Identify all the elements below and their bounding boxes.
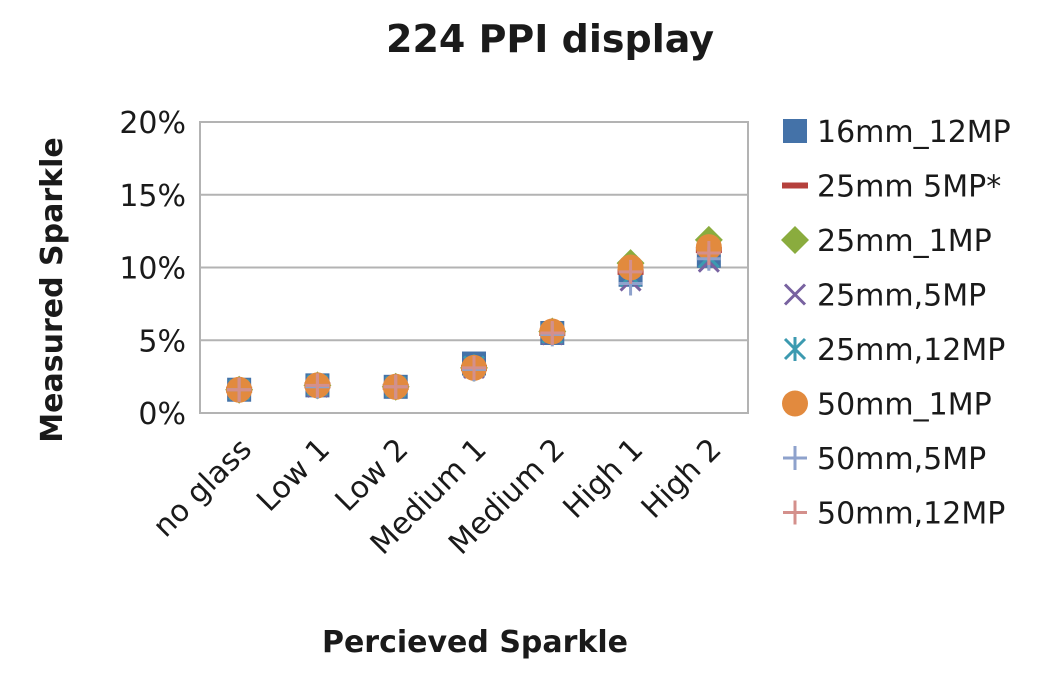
data-point [540,320,565,345]
legend-label: 25mm,12MP [817,333,1005,368]
legend-marker [781,226,809,254]
legend-label: 16mm_12MP [817,115,1011,150]
legend: 16mm_12MP 25mm 5MP* 25mm_1MP 25mm,5MP 25mm,1… [781,115,1011,532]
legend-marker [782,390,808,417]
legend-label: 25mm_1MP [817,224,992,259]
y-tick-label: 15% [119,179,186,214]
legend-marker [783,283,807,306]
legend-label: 50mm,5MP [817,442,986,477]
data-points [225,225,723,404]
data-point [227,377,252,402]
legend-marker [783,446,807,470]
data-point [305,373,330,398]
legend-marker [783,119,807,143]
legend-marker [783,500,807,525]
legend-label: 50mm,12MP [817,497,1005,532]
x-tick-label: no glass [146,432,258,544]
legend-marker [783,337,807,361]
legend-label: 25mm 5MP* [817,170,1001,205]
y-axis-ticks: 0% 5% 10% 15% 20% [119,106,186,432]
legend-marker [782,182,808,189]
legend-label: 25mm,5MP [817,279,986,314]
y-tick-label: 10% [119,252,186,287]
data-point [618,259,643,284]
data-point [696,240,721,265]
data-point [462,355,486,380]
x-tick-label: Low 1 [250,432,337,519]
legend-label: 50mm_1MP [817,388,992,423]
y-axis-title: Measured Sparkle [35,137,70,442]
gridlines [200,193,748,342]
y-tick-label: 0% [138,397,186,432]
y-tick-label: 20% [119,106,186,141]
data-point [383,374,408,399]
chart-title: 224 PPI display [386,17,714,61]
y-tick-label: 5% [138,324,186,359]
x-axis-title: Percieved Sparkle [322,625,628,660]
x-tick-label: High 1 [556,432,650,526]
x-tick-label: High 2 [635,432,729,526]
